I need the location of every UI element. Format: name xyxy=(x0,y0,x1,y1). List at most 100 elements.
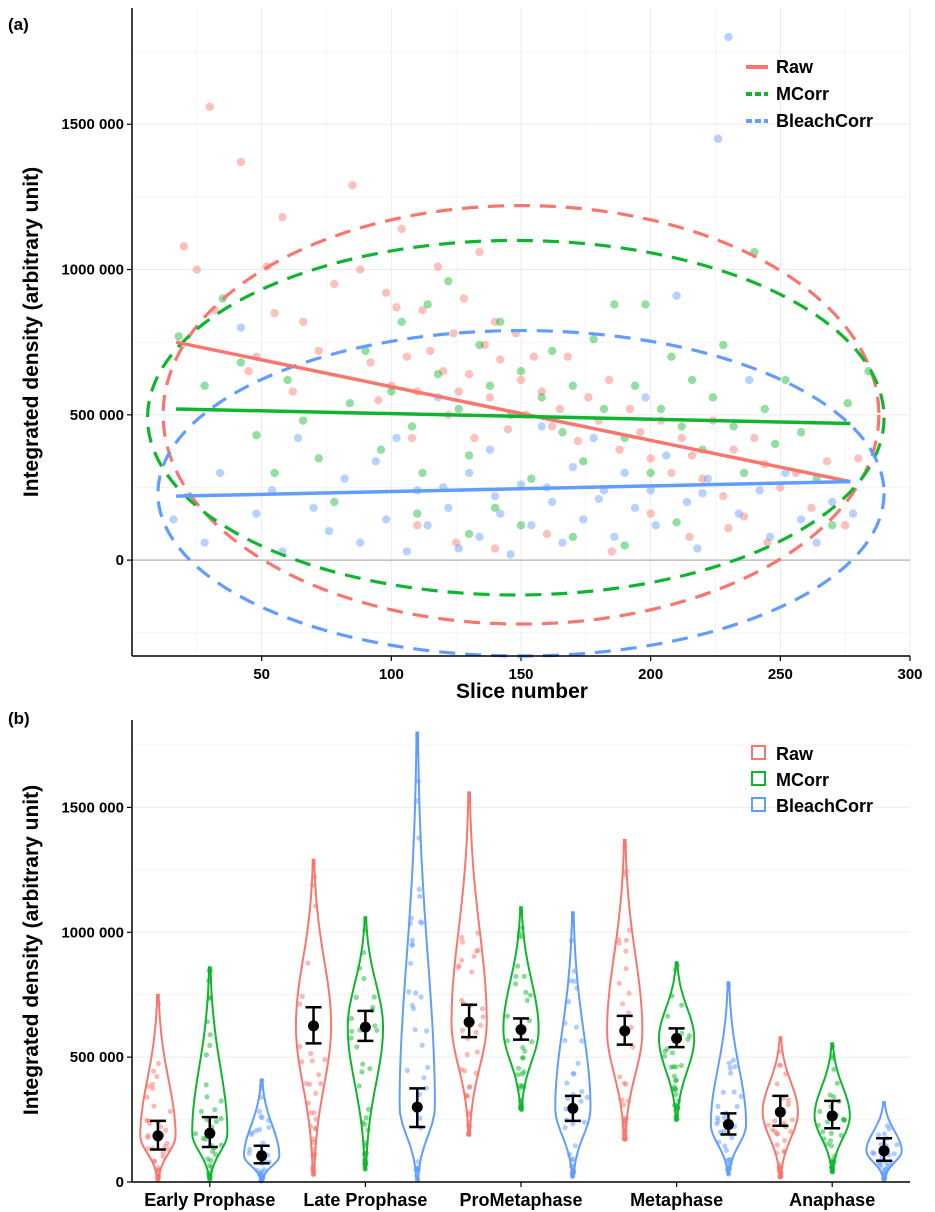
data-point xyxy=(721,1115,728,1121)
data-point xyxy=(617,1074,623,1080)
data-point xyxy=(641,393,650,402)
data-point xyxy=(349,1028,355,1034)
data-point xyxy=(312,1151,318,1157)
data-point xyxy=(409,941,415,948)
data-point xyxy=(426,346,435,356)
data-point xyxy=(579,1089,585,1095)
data-point xyxy=(672,967,679,973)
data-point xyxy=(776,483,785,492)
data-point xyxy=(348,1015,354,1022)
data-point xyxy=(258,1083,264,1089)
data-point xyxy=(258,1113,264,1119)
data-point xyxy=(558,538,567,547)
data-point xyxy=(314,454,323,463)
data-point xyxy=(726,1171,732,1177)
data-point xyxy=(774,1150,780,1156)
data-point xyxy=(568,532,578,542)
data-point xyxy=(620,1102,627,1108)
data-point xyxy=(529,352,539,361)
data-point xyxy=(760,404,769,414)
data-point xyxy=(781,375,790,385)
data-point xyxy=(266,1117,272,1123)
data-point xyxy=(371,457,380,466)
data-point xyxy=(464,369,474,379)
data-point xyxy=(361,346,370,356)
data-point xyxy=(156,1060,162,1067)
data-point xyxy=(454,387,463,396)
data-point xyxy=(630,381,640,390)
data-point xyxy=(147,1120,153,1127)
data-point xyxy=(738,1093,744,1100)
data-point xyxy=(625,1098,632,1104)
data-point xyxy=(207,1032,213,1038)
panel-a-label: (a) xyxy=(8,15,29,34)
data-point xyxy=(260,1174,266,1180)
data-point xyxy=(516,480,526,489)
data-point xyxy=(474,1049,480,1055)
y-tick-labels: 0 500 000 1000 000 1500 000 xyxy=(61,116,124,569)
x-axis-title: Slice number xyxy=(456,680,588,703)
data-point xyxy=(817,1108,823,1115)
x-tick-labels: 50 100 150 200 250 300 xyxy=(253,666,922,683)
data-point xyxy=(322,1057,328,1063)
data-point xyxy=(724,523,733,533)
data-point xyxy=(555,404,565,414)
data-point xyxy=(831,1066,837,1072)
data-point xyxy=(724,32,733,42)
data-point xyxy=(204,1019,210,1025)
data-point xyxy=(415,1159,421,1165)
data-point xyxy=(574,985,580,991)
mean-point xyxy=(411,1101,423,1113)
data-point xyxy=(537,393,546,402)
data-point xyxy=(406,989,412,995)
data-point xyxy=(714,1115,721,1121)
legend-label: MCorr xyxy=(776,84,829,104)
data-point xyxy=(584,1094,590,1100)
data-point xyxy=(829,1164,835,1170)
data-point xyxy=(416,835,422,841)
data-point xyxy=(160,1154,166,1160)
data-point xyxy=(518,1097,524,1103)
data-point xyxy=(356,265,365,274)
data-point xyxy=(293,433,303,443)
data-point xyxy=(572,1143,578,1149)
data-point xyxy=(626,990,632,996)
data-point xyxy=(832,1153,838,1159)
data-point xyxy=(309,503,318,513)
data-point xyxy=(777,1048,783,1054)
violin-outline xyxy=(502,906,540,1111)
data-point xyxy=(626,1010,632,1016)
data-point xyxy=(626,927,633,933)
violin-outline xyxy=(554,911,592,1178)
data-point xyxy=(207,1174,213,1180)
data-point xyxy=(503,425,513,434)
data-point xyxy=(669,1050,676,1056)
data-point xyxy=(496,509,505,518)
data-point xyxy=(414,798,420,804)
violin-outline xyxy=(761,1036,799,1178)
data-point xyxy=(807,503,816,513)
data-point xyxy=(581,1119,588,1125)
data-point xyxy=(789,1117,796,1123)
data-point xyxy=(407,433,417,443)
data-point xyxy=(755,486,764,495)
category-label: Metaphase xyxy=(630,1190,723,1210)
data-point xyxy=(673,1108,679,1114)
data-point xyxy=(622,844,628,850)
data-point xyxy=(459,294,469,303)
data-point xyxy=(522,1048,528,1054)
data-point xyxy=(537,422,546,431)
x-tick-label: 100 xyxy=(379,666,404,683)
data-point xyxy=(236,323,246,332)
data-point xyxy=(667,352,676,361)
data-point xyxy=(192,265,202,274)
data-point xyxy=(207,1163,213,1169)
data-point xyxy=(418,306,427,315)
data-point xyxy=(397,317,406,327)
data-point xyxy=(299,993,305,999)
data-point xyxy=(408,960,414,966)
data-point xyxy=(719,340,728,350)
data-point xyxy=(824,1119,831,1125)
violin-outline xyxy=(346,916,384,1171)
data-point xyxy=(258,1094,264,1100)
